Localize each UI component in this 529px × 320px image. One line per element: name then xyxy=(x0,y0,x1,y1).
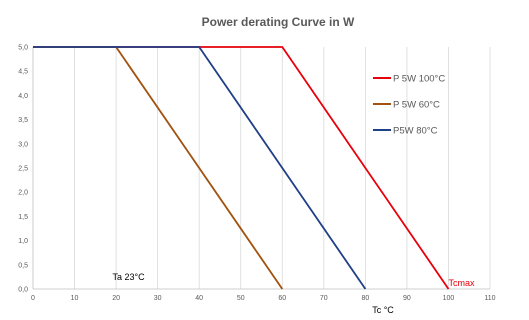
x-tick-label: 0 xyxy=(31,295,35,302)
series-lines xyxy=(33,46,450,290)
series-line-2 xyxy=(33,46,367,290)
x-axis-label: Tc °C xyxy=(372,305,394,315)
y-tick-label: 4,5 xyxy=(18,69,28,76)
x-tick-label: 30 xyxy=(154,295,162,302)
x-tick-label: 90 xyxy=(403,295,411,302)
legend-label-1: P 5W 60°C xyxy=(393,100,440,111)
y-tick-label: 1,0 xyxy=(18,238,28,245)
legend-label-0: P 5W 100°C xyxy=(393,74,445,85)
x-tick-label: 10 xyxy=(71,295,79,302)
legend-label-2: P5W 80°C xyxy=(393,126,438,137)
x-tick-label: 50 xyxy=(237,295,245,302)
y-tick-label: 5,0 xyxy=(18,45,28,52)
annotation-0: Ta 23°C xyxy=(112,272,145,282)
legend: P 5W 100°C P 5W 60°C P5W 80°C xyxy=(373,74,445,137)
annotations: Ta 23°C Tcmax xyxy=(112,272,474,288)
y-tick-label: 2,0 xyxy=(18,190,28,197)
x-tick-label: 70 xyxy=(320,295,328,302)
chart-title: Power derating Curve in W xyxy=(202,15,355,29)
y-tick-label: 4,0 xyxy=(18,93,28,100)
y-tick-label: 3,5 xyxy=(18,117,28,124)
y-tick-label: 0,0 xyxy=(18,287,28,294)
y-tick-label: 2,5 xyxy=(18,166,28,173)
x-tick-label: 60 xyxy=(278,295,286,302)
y-tick-label: 1,5 xyxy=(18,214,28,221)
x-tick-label: 40 xyxy=(195,295,203,302)
y-tick-label: 3,0 xyxy=(18,141,28,148)
y-tick-label: 0,5 xyxy=(18,262,28,269)
axes: 0 10 20 30 40 50 60 70 80 90 100 110 0,0 0,5 1,0 1,5 2,0… xyxy=(18,45,495,303)
x-tick-label: 20 xyxy=(112,295,120,302)
x-tick-label: 110 xyxy=(484,295,495,302)
x-tick-label: 100 xyxy=(443,295,455,302)
x-tick-label: 80 xyxy=(361,295,369,302)
annotation-1: Tcmax xyxy=(448,278,475,288)
